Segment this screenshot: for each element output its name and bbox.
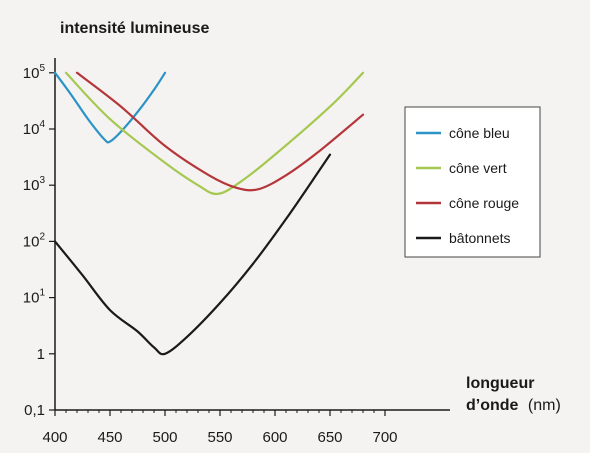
- y-tick-label-4: 103: [23, 175, 46, 194]
- x-axis-title-unit: (nm): [528, 397, 561, 414]
- series-line-3: [53, 153, 332, 356]
- y-tick-label-2: 101: [23, 288, 46, 307]
- series-line-1: [64, 71, 365, 196]
- x-tick-label-550: 550: [207, 429, 232, 446]
- x-tick-label-700: 700: [372, 429, 397, 446]
- series-lines: [53, 71, 365, 356]
- y-tick-label-0: 0,1: [24, 402, 45, 419]
- y-tick-label-3: 102: [23, 231, 46, 250]
- y-tick-label-5: 104: [23, 119, 46, 138]
- legend-label-0: cône bleu: [449, 125, 510, 141]
- ticks: 400 450 500 550 600 650 700 0,1 1 101 102 103 104 105: [23, 63, 398, 446]
- y-axis-title: intensité lumineuse: [60, 20, 209, 37]
- legend: cône bleu cône vert cône rouge bâtonnets: [404, 106, 541, 258]
- legend-label-1: cône vert: [449, 160, 507, 176]
- x-axis-title-line1: longueur: [466, 375, 534, 392]
- series-line-0: [53, 71, 167, 144]
- x-tick-label-400: 400: [42, 429, 67, 446]
- legend-label-3: bâtonnets: [449, 230, 511, 246]
- series-line-2: [75, 71, 365, 192]
- x-tick-label-600: 600: [262, 429, 287, 446]
- x-tick-label-500: 500: [152, 429, 177, 446]
- x-tick-label-650: 650: [317, 429, 342, 446]
- y-tick-label-6: 105: [23, 63, 46, 82]
- x-tick-label-450: 450: [97, 429, 122, 446]
- y-tick-label-1: 1: [37, 346, 45, 363]
- x-axis-title-main: d’onde: [466, 397, 519, 414]
- legend-label-2: cône rouge: [449, 195, 519, 211]
- x-axis-title-line2: d’onde (nm): [466, 397, 561, 414]
- legend-items: cône bleu cône vert cône rouge bâtonnets: [416, 125, 519, 246]
